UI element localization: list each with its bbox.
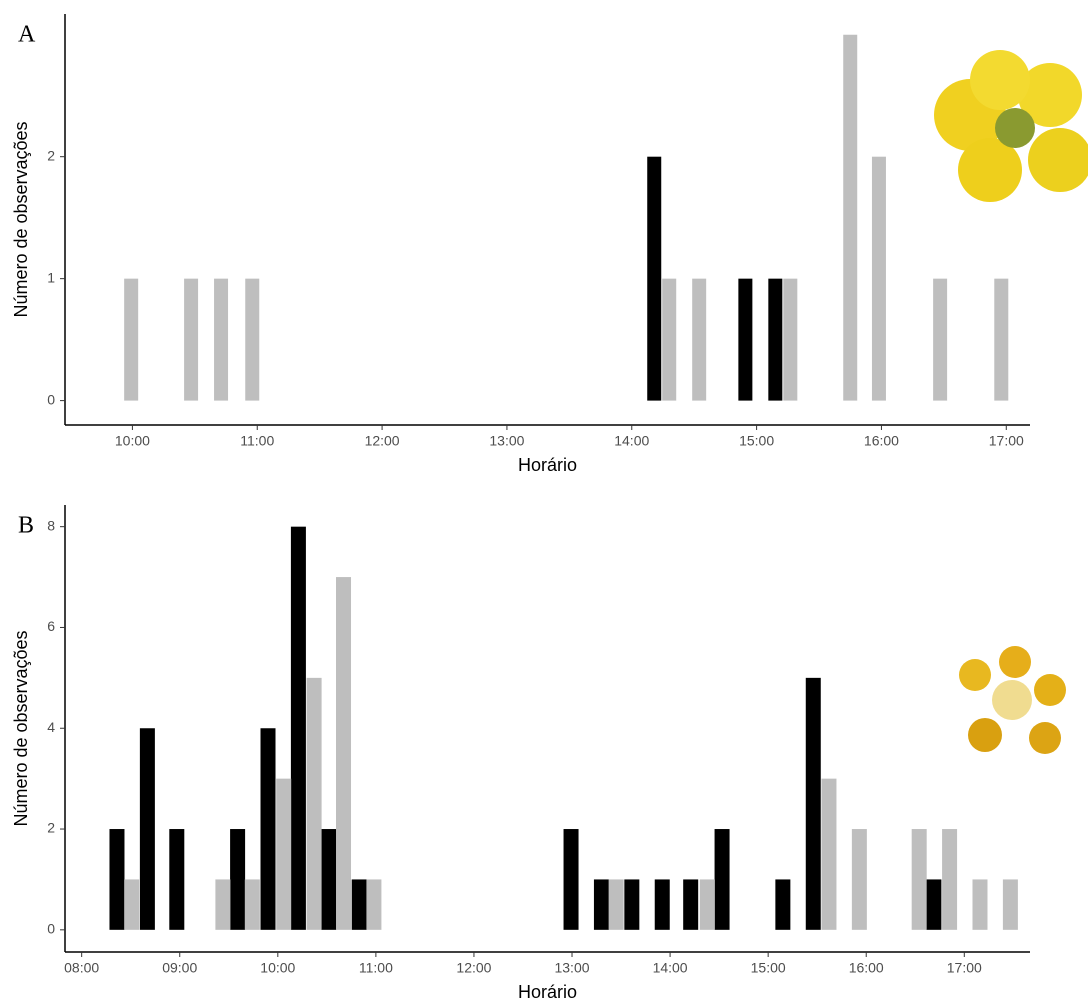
bar <box>245 879 260 929</box>
y-tick-label: 0 <box>47 921 55 937</box>
bar <box>215 879 230 929</box>
y-tick-label: 6 <box>47 618 55 634</box>
bar <box>738 279 752 401</box>
y-tick-label: 4 <box>47 719 55 735</box>
bar <box>594 879 609 929</box>
bar <box>352 879 367 929</box>
bar <box>942 829 957 930</box>
bar <box>783 279 797 401</box>
bar <box>692 279 706 401</box>
x-tick-label: 10:00 <box>115 433 150 449</box>
x-tick-label: 14:00 <box>614 433 649 449</box>
x-axis-title: Horário <box>518 455 577 475</box>
bar <box>768 279 782 401</box>
y-tick-label: 2 <box>47 820 55 836</box>
bar <box>926 879 941 929</box>
bar <box>169 829 184 930</box>
x-tick-label: 13:00 <box>554 960 589 976</box>
y-tick-label: 0 <box>47 391 55 407</box>
bar <box>624 879 639 929</box>
bar <box>683 879 698 929</box>
bar <box>647 157 661 401</box>
bar <box>1003 879 1018 929</box>
flower-b <box>959 646 1066 754</box>
x-tick-label: 17:00 <box>947 960 982 976</box>
bar <box>775 879 790 929</box>
x-tick-label: 11:00 <box>240 433 274 449</box>
bar <box>806 678 821 930</box>
bar <box>261 728 276 930</box>
bar <box>366 879 381 929</box>
bar <box>124 279 138 401</box>
x-tick-label: 16:00 <box>849 960 884 976</box>
bar <box>245 279 259 401</box>
bar <box>655 879 670 929</box>
bar <box>184 279 198 401</box>
bar <box>821 779 836 930</box>
y-axis-title: Número de observações <box>11 121 31 317</box>
bar <box>852 829 867 930</box>
bar <box>307 678 322 930</box>
bar <box>109 829 124 930</box>
bar <box>124 879 139 929</box>
x-tick-label: 15:00 <box>739 433 774 449</box>
bar <box>564 829 579 930</box>
bar <box>609 879 624 929</box>
y-tick-label: 1 <box>47 269 55 285</box>
y-tick-label: 8 <box>47 517 55 533</box>
bar <box>140 728 155 930</box>
x-tick-label: 12:00 <box>456 960 491 976</box>
y-axis-title: Número de observações <box>11 630 31 826</box>
x-tick-label: 16:00 <box>864 433 899 449</box>
bar <box>214 279 228 401</box>
x-tick-label: 10:00 <box>260 960 295 976</box>
bar <box>994 279 1008 401</box>
panel-label: A <box>18 22 36 48</box>
bar <box>912 829 927 930</box>
bar <box>662 279 676 401</box>
x-tick-label: 15:00 <box>751 960 786 976</box>
bar <box>843 35 857 401</box>
bar <box>321 829 336 930</box>
y-tick-label: 2 <box>47 147 55 163</box>
bar <box>336 577 351 930</box>
x-axis-title: Horário <box>518 982 577 1002</box>
bar <box>291 527 306 930</box>
x-tick-label: 17:00 <box>989 433 1024 449</box>
x-tick-label: 09:00 <box>162 960 197 976</box>
bar <box>872 157 886 401</box>
bar <box>230 829 245 930</box>
panel-label: B <box>18 513 34 539</box>
x-tick-label: 12:00 <box>365 433 400 449</box>
x-tick-label: 08:00 <box>64 960 99 976</box>
x-tick-label: 13:00 <box>489 433 524 449</box>
bar <box>715 829 730 930</box>
x-tick-label: 11:00 <box>359 960 393 976</box>
bar <box>276 779 291 930</box>
x-tick-label: 14:00 <box>653 960 688 976</box>
bar <box>933 279 947 401</box>
flower-a <box>934 50 1088 202</box>
bar <box>700 879 715 929</box>
figure: 0 1 2 10:00 11:00 12:00 13:00 14:00 15:00 16:00 17… <box>0 0 1088 1007</box>
bar <box>972 879 987 929</box>
